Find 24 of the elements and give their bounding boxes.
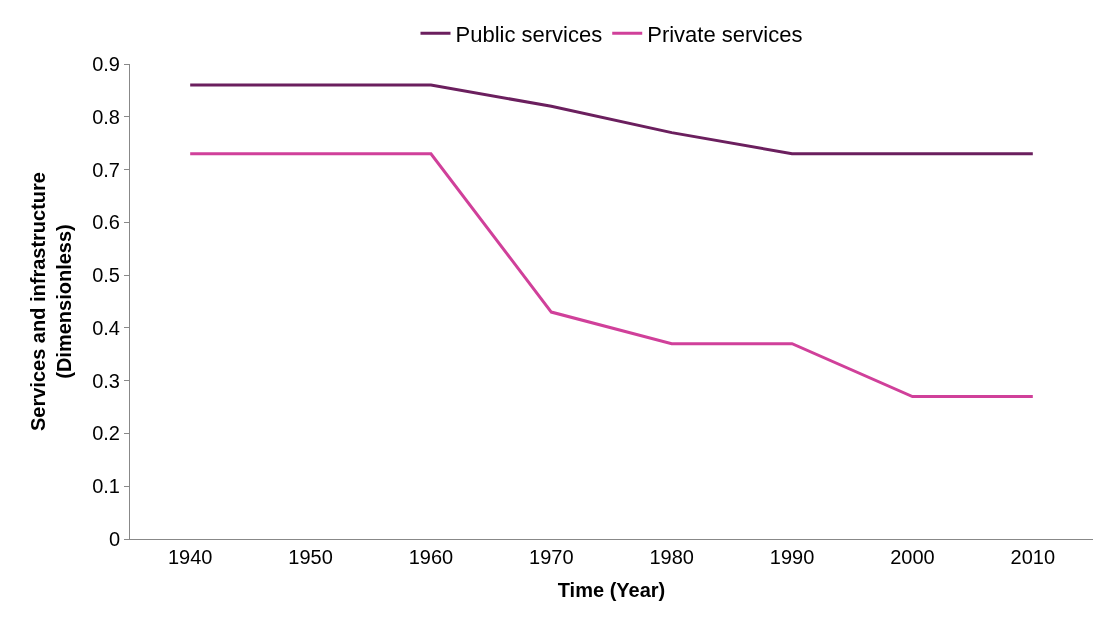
x-axis-title: Time (Year) (557, 578, 666, 601)
legend-label: Private services (647, 21, 803, 47)
line-series (188, 83, 1035, 156)
y-tick-label: 0.3 (92, 369, 120, 392)
y-tick-label: 0.1 (92, 475, 120, 498)
x-tick-label: 1960 (408, 546, 454, 568)
y-tick-label: 0.7 (92, 158, 120, 181)
y-tick-label: 0.2 (92, 422, 120, 445)
x-tick-label: 2010 (1010, 546, 1056, 568)
y-tick-label: 0.6 (92, 211, 120, 234)
x-tick-label: 1990 (769, 546, 815, 568)
x-tick-label: 1940 (167, 546, 213, 568)
y-tick-label: 0.4 (92, 316, 120, 339)
y-tick-label: 0.8 (92, 105, 120, 128)
x-tick-label: 1970 (529, 546, 574, 568)
y-tick-label: 0 (108, 528, 120, 550)
x-tick-label: 2000 (890, 546, 935, 568)
x-tick-label: 1980 (649, 546, 694, 568)
y-tick-label: 0.9 (92, 53, 120, 75)
line-series (188, 152, 1035, 398)
legend-label: Public services (455, 21, 603, 47)
x-tick-label: 1950 (288, 546, 333, 568)
y-tick-label: 0.5 (92, 264, 120, 287)
y-axis-title: Services and infrastructure (Dimensionless) (26, 172, 75, 431)
